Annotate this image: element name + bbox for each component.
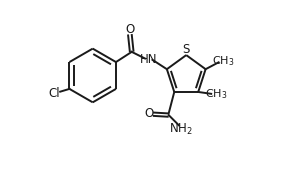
- Text: HN: HN: [140, 53, 157, 66]
- Text: O: O: [125, 23, 134, 36]
- Text: NH$_2$: NH$_2$: [169, 122, 193, 137]
- Text: O: O: [144, 107, 154, 120]
- Text: S: S: [182, 43, 190, 56]
- Text: CH$_3$: CH$_3$: [212, 54, 235, 68]
- Text: Cl: Cl: [48, 87, 60, 100]
- Text: CH$_3$: CH$_3$: [205, 87, 228, 101]
